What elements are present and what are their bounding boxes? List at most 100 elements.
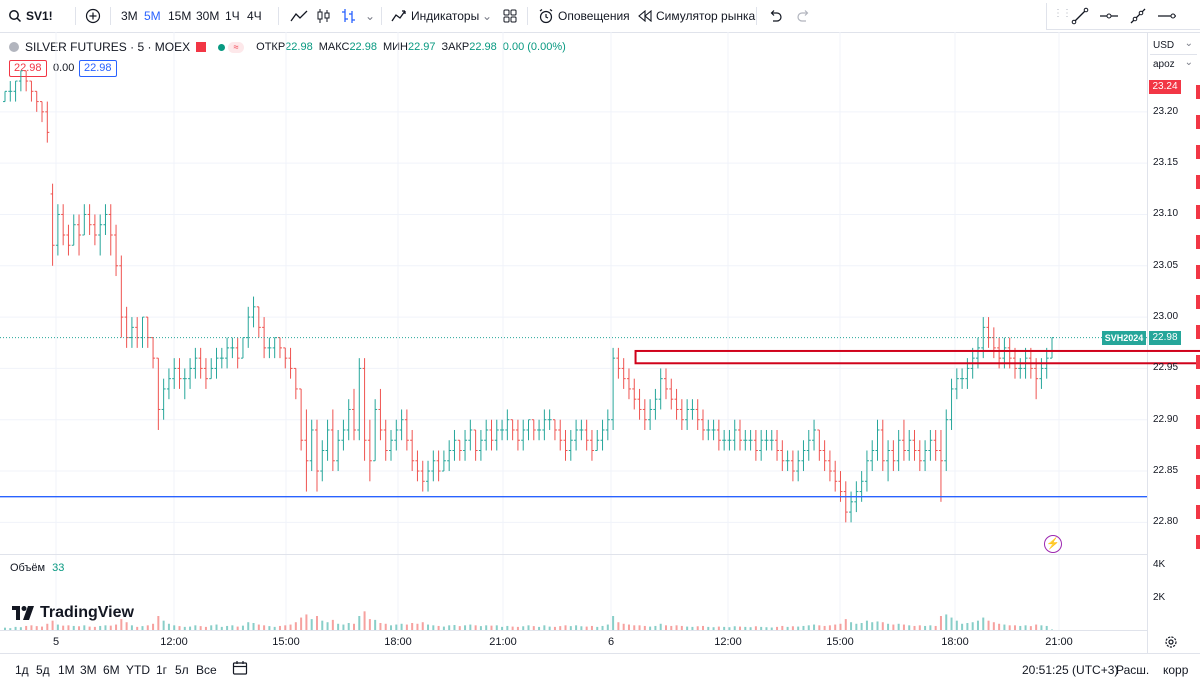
adjust-data-toggle[interactable]: корр: [1163, 663, 1189, 677]
volume-bar: [776, 626, 779, 630]
volume-bar: [754, 626, 757, 630]
ohlc-bar: [198, 347, 203, 379]
currency-selector[interactable]: USD ⌄: [1150, 38, 1197, 55]
redo-button[interactable]: [797, 0, 811, 32]
volume-value: 33: [52, 562, 65, 574]
timeframe-button[interactable]: 6М: [103, 663, 120, 677]
tradingview-logo[interactable]: TradingView: [12, 604, 134, 622]
ray-tool-icon[interactable]: [1129, 7, 1147, 25]
indicators-dropdown[interactable]: ⌄: [482, 0, 492, 32]
ohlc-bar: [1012, 347, 1017, 379]
ohlc-bar: [61, 204, 66, 246]
ohlc-bar: [732, 419, 737, 451]
ohlc-bar: [531, 419, 536, 441]
date-range-button[interactable]: [232, 660, 248, 679]
volume-bar: [908, 625, 911, 630]
timeframe-button[interactable]: 5л: [175, 663, 189, 677]
line-type-button[interactable]: [290, 0, 308, 32]
volume-bar: [130, 625, 133, 630]
ohlc-bar: [87, 204, 92, 235]
volume-bar: [379, 623, 382, 630]
timeframe-button[interactable]: 1М: [58, 663, 75, 677]
volume-bar: [590, 625, 593, 630]
volume-bar: [474, 625, 477, 630]
undo-button[interactable]: [768, 0, 782, 32]
volume-bar: [575, 625, 578, 630]
ohlc-bar: [864, 450, 869, 492]
volume-bar: [966, 623, 969, 630]
volume-bar: [850, 622, 853, 630]
price-tick-label: 23.20: [1153, 105, 1179, 117]
user-drawings[interactable]: [0, 330, 1200, 533]
divider: [527, 7, 528, 25]
chevron-down-icon: ⌄: [365, 9, 376, 23]
ohlc-bar: [166, 368, 171, 400]
alerts-button[interactable]: Оповещения: [538, 0, 630, 32]
ohlc-bar: [489, 419, 494, 451]
trend-line-tool-icon[interactable]: [1071, 7, 1089, 25]
series-title[interactable]: SILVER FUTURES · 5 · MOEX: [25, 40, 191, 54]
chevron-down-icon: ⌄: [1184, 57, 1193, 68]
volume-bar: [802, 625, 805, 630]
ohlc-bar: [875, 419, 880, 461]
volume-bar: [664, 625, 667, 630]
ohlc-bar: [769, 429, 774, 451]
ohlc-bar: [288, 347, 293, 379]
ohlc-bar: [362, 358, 367, 461]
ohlc-bar: [13, 80, 18, 102]
chart-type-dropdown[interactable]: ⌄: [365, 0, 375, 32]
ohlc-bar: [695, 399, 700, 430]
volume-bar: [289, 624, 292, 630]
timeframe-button[interactable]: Все: [196, 663, 217, 677]
sell-price-button[interactable]: 22.98: [9, 60, 47, 77]
price-tick-label: 22.80: [1153, 516, 1179, 528]
volume-bar: [601, 625, 604, 630]
volume-bar: [627, 624, 630, 630]
ohlc-bar: [637, 388, 642, 420]
lightning-event-icon[interactable]: ⚡: [1044, 535, 1062, 553]
plus-circle-icon: [85, 8, 101, 24]
ohlc-bar: [45, 101, 50, 143]
volume-bar: [717, 626, 720, 630]
scale-settings-button[interactable]: [1163, 634, 1179, 650]
ohlc-bar: [29, 80, 34, 102]
ohlc-bar: [225, 337, 230, 369]
drag-handle-icon[interactable]: ⋮⋮: [1053, 8, 1072, 19]
ohlc-bar: [817, 429, 822, 461]
replay-button[interactable]: Симулятор рынка: [638, 0, 755, 32]
volume-bar: [220, 626, 223, 630]
layout-button[interactable]: [503, 0, 517, 32]
timeframe-button[interactable]: 3М: [80, 663, 97, 677]
timeframe-button[interactable]: YTD: [126, 663, 150, 677]
ohlc-bar: [114, 224, 119, 277]
extended-hours-toggle[interactable]: Расш.: [1116, 663, 1150, 677]
indicators-button[interactable]: Индикаторы: [391, 0, 479, 32]
interval-4h[interactable]: 4Ч: [247, 9, 262, 23]
unit-selector[interactable]: apoz ⌄: [1150, 57, 1197, 73]
timeframe-button[interactable]: 1г: [156, 663, 168, 677]
buy-price-button[interactable]: 22.98: [79, 60, 117, 77]
interval-5m[interactable]: 5М: [144, 9, 161, 23]
compare-button[interactable]: [85, 0, 101, 32]
interval-3m[interactable]: 3М: [121, 9, 138, 23]
collapse-legend-icon[interactable]: [9, 42, 19, 52]
timeframe-button[interactable]: 1д: [15, 663, 29, 677]
horizontal-line-tool-icon[interactable]: [1157, 7, 1177, 25]
volume-bar: [744, 626, 747, 630]
volume-bar: [448, 625, 451, 630]
volume-bar: [490, 625, 493, 630]
candles-type-button[interactable]: [316, 0, 332, 32]
ohlc-bar: [441, 450, 446, 472]
symbol-search[interactable]: SV1!: [8, 0, 53, 32]
clock-display[interactable]: 20:51:25 (UTC+3): [1022, 663, 1119, 677]
realtime-status-dot-icon: [218, 43, 226, 51]
timeframe-button[interactable]: 5д: [36, 663, 50, 677]
bars-type-button[interactable]: [340, 0, 356, 32]
interval-30m[interactable]: 30М: [196, 9, 220, 23]
interval-15m[interactable]: 15М: [168, 9, 192, 23]
ohlc-bar: [346, 399, 351, 441]
interval-1h[interactable]: 1Ч: [225, 9, 240, 23]
volume-bar: [178, 626, 181, 630]
horizontal-ray-tool-icon[interactable]: [1099, 7, 1119, 25]
